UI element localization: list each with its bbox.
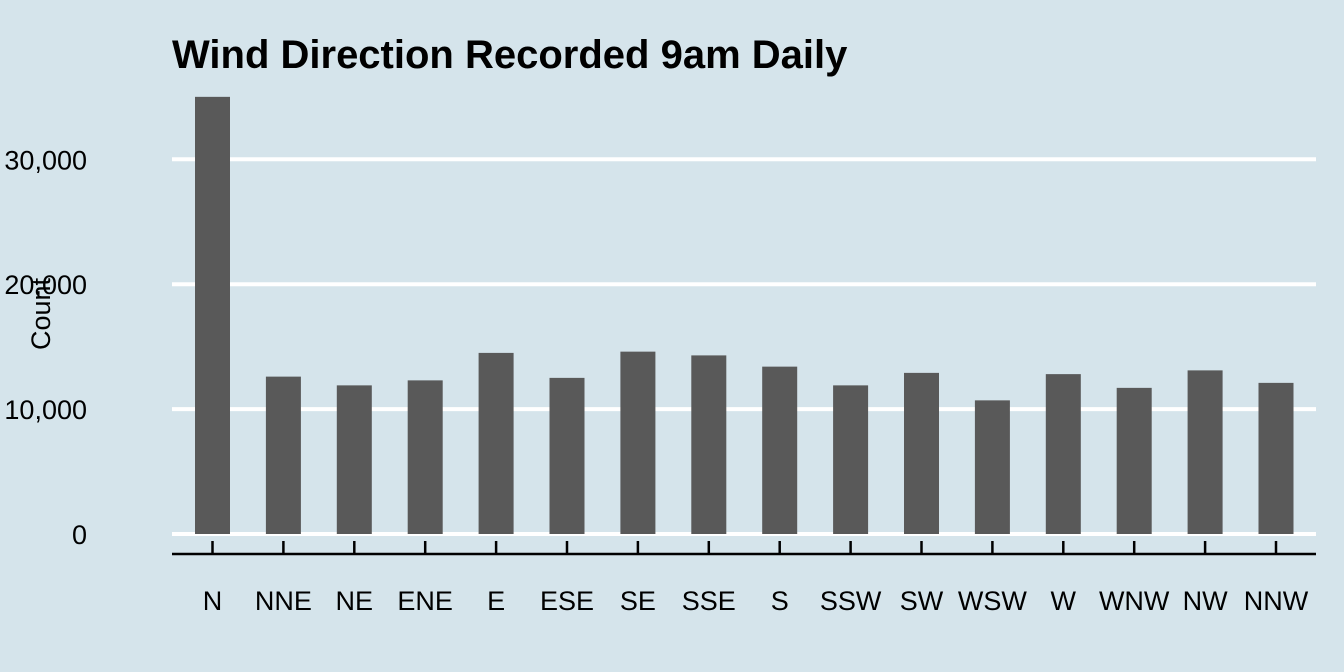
bar-s bbox=[762, 366, 798, 534]
x-tick-label: ESE bbox=[540, 586, 594, 616]
bars bbox=[195, 96, 1294, 534]
x-tick-label: NW bbox=[1183, 586, 1228, 616]
y-axis-tick-labels: 0 10,000 20,000 30,000 bbox=[4, 145, 87, 550]
bar-ne bbox=[336, 385, 372, 534]
x-tick-label: S bbox=[771, 586, 789, 616]
bar-nw bbox=[1187, 370, 1223, 534]
x-tick-label: W bbox=[1051, 586, 1077, 616]
x-axis-tick-labels: N NNE NE ENE E ESE SE SSE S SSW SW WSW W WNW NW NNW bbox=[203, 586, 1309, 616]
x-tick-label: SE bbox=[620, 586, 656, 616]
x-tick-label: E bbox=[487, 586, 505, 616]
y-tick-label: 10,000 bbox=[4, 395, 87, 425]
bar-sw bbox=[904, 372, 939, 534]
bar-wsw bbox=[974, 400, 1010, 534]
x-tick-label: SSW bbox=[820, 586, 882, 616]
bar-nnw bbox=[1258, 382, 1294, 534]
x-tick-label: NE bbox=[336, 586, 374, 616]
x-tick-label: SW bbox=[900, 586, 944, 616]
y-axis-title: Count bbox=[26, 277, 56, 350]
y-tick-label: 30,000 bbox=[4, 145, 87, 175]
bar-n bbox=[195, 96, 230, 534]
bar-nne bbox=[265, 376, 301, 534]
bar-w bbox=[1045, 374, 1081, 534]
x-tick-label: NNE bbox=[255, 586, 312, 616]
x-axis bbox=[172, 541, 1316, 556]
x-tick-label: SSE bbox=[682, 586, 736, 616]
bar-ssw bbox=[833, 385, 869, 534]
x-tick-label: WNW bbox=[1099, 586, 1170, 616]
x-tick-label: N bbox=[203, 586, 223, 616]
chart-title: Wind Direction Recorded 9am Daily bbox=[172, 33, 848, 77]
bar-ese bbox=[549, 377, 585, 534]
bar-e bbox=[478, 352, 514, 534]
bar-wnw bbox=[1116, 387, 1152, 534]
x-tick-label: ENE bbox=[397, 586, 453, 616]
y-tick-label: 0 bbox=[72, 520, 87, 550]
y-tick-label: 20,000 bbox=[4, 270, 87, 300]
x-tick-label: WSW bbox=[958, 586, 1027, 616]
bar-se bbox=[620, 351, 656, 534]
bar-sse bbox=[691, 355, 727, 534]
x-tick-label: NNW bbox=[1244, 586, 1309, 616]
bar-ene bbox=[407, 380, 443, 534]
